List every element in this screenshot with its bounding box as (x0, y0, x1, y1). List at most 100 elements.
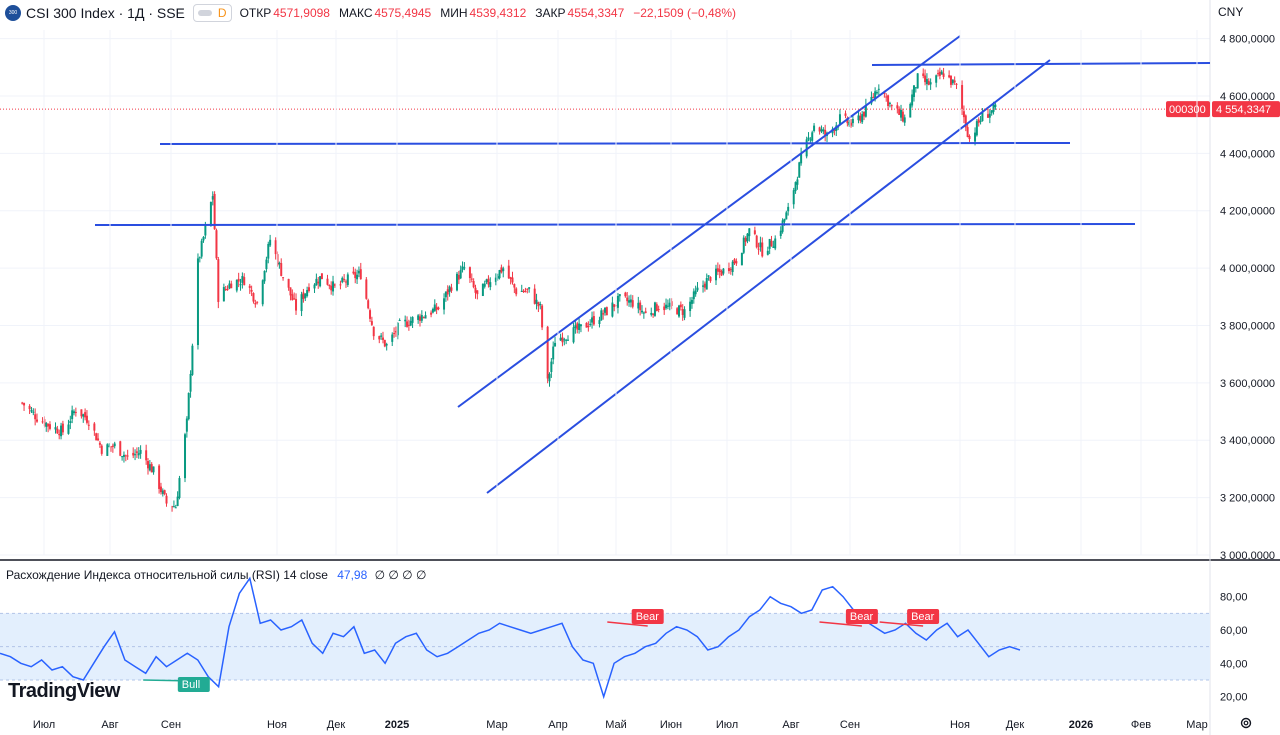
rsi-axis-tick: 60,00 (1220, 625, 1248, 637)
candle-body (502, 268, 505, 272)
candle-body (41, 421, 44, 423)
candle-body (539, 304, 542, 306)
candle-body (981, 111, 984, 122)
candle-body (716, 268, 719, 272)
candle-body (851, 119, 854, 124)
candle-body (822, 129, 825, 132)
candle-body (774, 238, 777, 249)
candle-body (184, 434, 187, 479)
symbol-title[interactable]: CSI 300 Index · 1Д · SSE (26, 5, 185, 21)
candle-body (552, 346, 555, 360)
candle-body (848, 122, 851, 126)
candle-body (652, 313, 655, 315)
candle-body (602, 313, 605, 315)
visibility-toggle[interactable]: D (192, 4, 232, 22)
candle-body (535, 299, 538, 304)
candle-body (252, 293, 255, 302)
candle-body (300, 294, 303, 312)
candle-body (663, 306, 666, 311)
candle-body (637, 302, 640, 309)
candle-body (794, 182, 797, 192)
candle-body (628, 300, 631, 303)
candle-body (254, 302, 257, 305)
candle-body (735, 261, 738, 264)
horizontal-line-4720 (871, 62, 1211, 66)
divergence-line (607, 621, 648, 627)
rsi-line (0, 576, 1021, 700)
candle-body (189, 373, 192, 392)
candle-body (365, 279, 368, 299)
candle-body (522, 290, 525, 293)
candle-body (463, 267, 466, 269)
candle-body (642, 312, 645, 314)
interval-badge: D (217, 6, 227, 20)
candle-body (574, 325, 577, 328)
candle-body (222, 287, 225, 302)
candle-body (61, 423, 64, 433)
candle-body (448, 286, 451, 292)
candle-body (352, 271, 355, 274)
candle-body (172, 506, 175, 508)
candle-body (217, 259, 220, 302)
candle-body (213, 193, 216, 230)
candle-body (781, 220, 784, 232)
candle-body (47, 423, 50, 427)
candle-body (265, 259, 268, 270)
candle-body (718, 269, 721, 273)
candle-body (707, 275, 710, 277)
candle-body (280, 263, 283, 276)
candle-body (740, 252, 743, 266)
candle-body (509, 277, 512, 279)
candle-body (561, 337, 564, 343)
candle-body (200, 240, 203, 257)
candle-body (927, 80, 930, 85)
candle-body (134, 454, 137, 456)
candle-body (106, 444, 109, 456)
candle-body (139, 449, 142, 454)
candle-body (468, 267, 471, 279)
candle-body (911, 94, 914, 106)
candle-body (591, 317, 594, 323)
candle-body (344, 281, 347, 283)
candle-body (263, 270, 266, 282)
candle-body (420, 315, 423, 321)
candle-body (702, 285, 705, 287)
candle-body (650, 312, 653, 315)
candle-body (992, 104, 995, 112)
candle-body (585, 322, 588, 328)
candle-body (343, 279, 346, 281)
candle-body (942, 73, 945, 77)
candle-body (446, 289, 449, 295)
candle-body (861, 114, 864, 123)
candle-body (722, 268, 725, 274)
candle-body (256, 301, 259, 303)
time-axis-tick: Авг (782, 719, 799, 731)
candle-body (124, 455, 127, 457)
candle-body (71, 410, 74, 420)
candle-body (481, 283, 484, 296)
candle-body (546, 326, 549, 379)
currency-selector[interactable]: CNY (1218, 5, 1244, 19)
candle-body (372, 326, 375, 337)
price-axis-tick: 4 000,0000 (1220, 263, 1275, 275)
candle-body (159, 486, 162, 493)
candle-body (135, 451, 138, 453)
candle-body (587, 326, 590, 328)
candle-body (938, 71, 941, 76)
time-axis-tick: Май (605, 719, 627, 731)
candle-body (565, 339, 568, 341)
candle-body (267, 243, 270, 259)
time-axis-tick: Июл (33, 719, 55, 731)
candle-body (898, 108, 901, 115)
candle-body (798, 162, 801, 178)
time-axis-tick: Июл (716, 719, 738, 731)
open-value: 4571,9098 (273, 6, 330, 20)
candle-body (23, 403, 26, 406)
gear-icon[interactable] (1239, 716, 1253, 730)
close-label: ЗАКР (535, 6, 566, 20)
candle-body (746, 233, 749, 242)
rsi-label[interactable]: Расхождение Индекса относительной силы (… (6, 568, 280, 582)
candle-body (235, 279, 238, 291)
time-axis-tick: Сен (840, 719, 860, 731)
